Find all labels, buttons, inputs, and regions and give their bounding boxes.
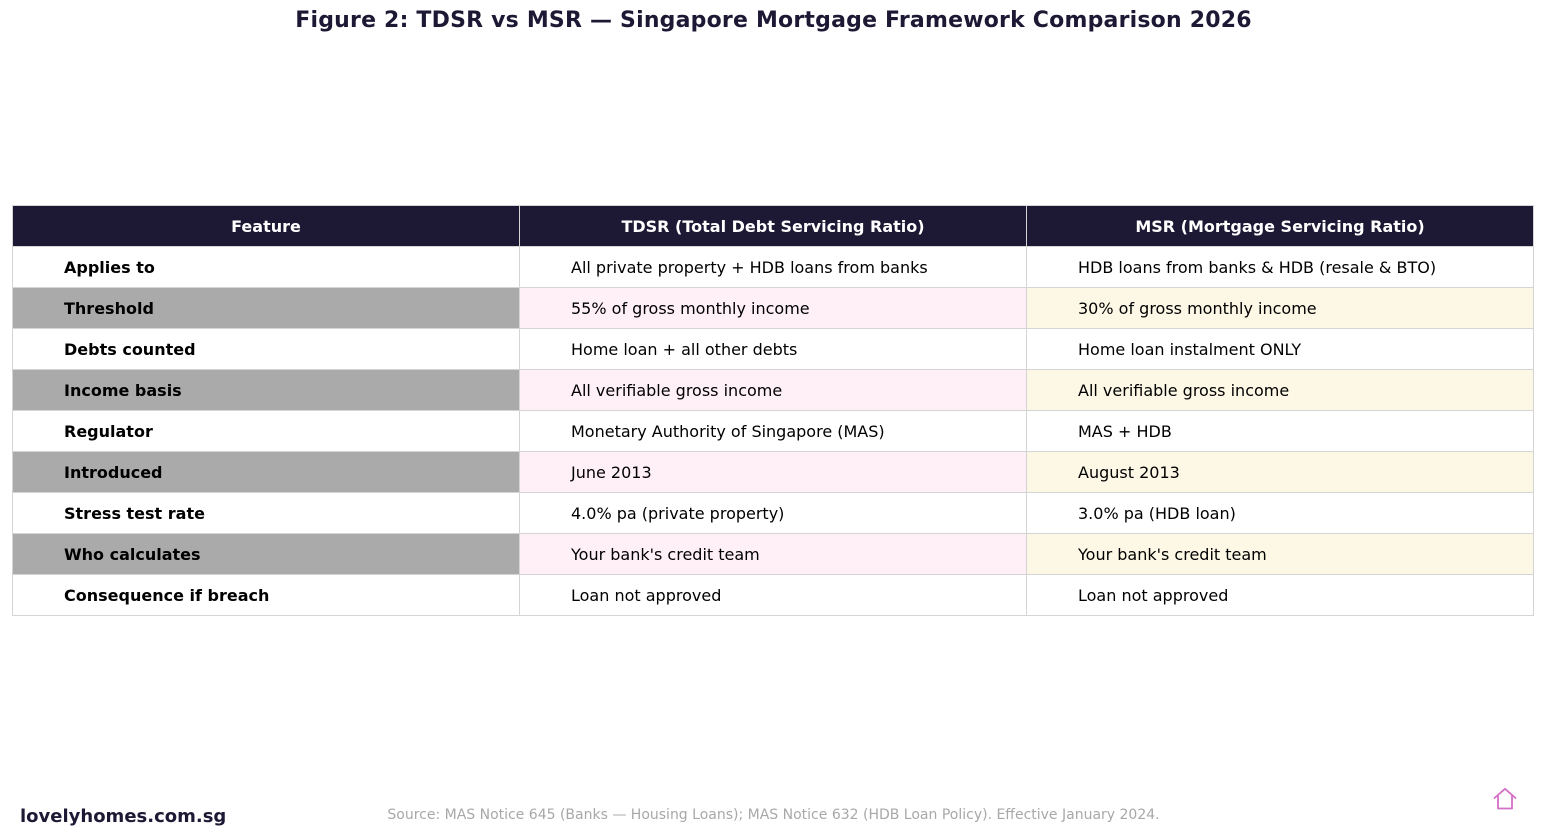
comparison-table: Feature TDSR (Total Debt Servicing Ratio… <box>12 205 1534 616</box>
table-row: Income basis All verifiable gross income… <box>12 369 1534 411</box>
source-note: Source: MAS Notice 645 (Banks — Housing … <box>387 807 1160 823</box>
figure-title: Figure 2: TDSR vs MSR — Singapore Mortga… <box>295 8 1252 33</box>
table-row: Debts counted Home loan + all other debt… <box>12 328 1534 370</box>
table-row: Consequence if breach Loan not approved … <box>12 574 1534 616</box>
column-header-tdsr: TDSR (Total Debt Servicing Ratio) <box>519 205 1027 247</box>
tdsr-cell: All verifiable gross income <box>519 369 1027 411</box>
column-header-msr: MSR (Mortgage Servicing Ratio) <box>1026 205 1534 247</box>
msr-cell: HDB loans from banks & HDB (resale & BTO… <box>1026 246 1534 288</box>
msr-cell: 3.0% pa (HDB loan) <box>1026 492 1534 534</box>
tdsr-cell: 55% of gross monthly income <box>519 287 1027 329</box>
feature-cell: Regulator <box>12 410 520 452</box>
table-row: Who calculates Your bank's credit team Y… <box>12 533 1534 575</box>
feature-cell: Consequence if breach <box>12 574 520 616</box>
brand-name: lovelyhomes.com.sg <box>20 806 227 827</box>
feature-cell: Debts counted <box>12 328 520 370</box>
msr-cell: Home loan instalment ONLY <box>1026 328 1534 370</box>
table-header-row: Feature TDSR (Total Debt Servicing Ratio… <box>12 205 1534 247</box>
msr-cell: MAS + HDB <box>1026 410 1534 452</box>
table-row: Stress test rate 4.0% pa (private proper… <box>12 492 1534 534</box>
feature-cell: Applies to <box>12 246 520 288</box>
tdsr-cell: Monetary Authority of Singapore (MAS) <box>519 410 1027 452</box>
msr-cell: 30% of gross monthly income <box>1026 287 1534 329</box>
msr-cell: All verifiable gross income <box>1026 369 1534 411</box>
feature-cell: Income basis <box>12 369 520 411</box>
tdsr-cell: Your bank's credit team <box>519 533 1027 575</box>
table-row: Applies to All private property + HDB lo… <box>12 246 1534 288</box>
feature-cell: Introduced <box>12 451 520 493</box>
table-row: Introduced June 2013 August 2013 <box>12 451 1534 493</box>
msr-cell: August 2013 <box>1026 451 1534 493</box>
msr-cell: Loan not approved <box>1026 574 1534 616</box>
feature-cell: Who calculates <box>12 533 520 575</box>
tdsr-cell: All private property + HDB loans from ba… <box>519 246 1027 288</box>
feature-cell: Stress test rate <box>12 492 520 534</box>
table-row: Regulator Monetary Authority of Singapor… <box>12 410 1534 452</box>
tdsr-cell: Home loan + all other debts <box>519 328 1027 370</box>
column-header-feature: Feature <box>12 205 520 247</box>
tdsr-cell: June 2013 <box>519 451 1027 493</box>
tdsr-cell: Loan not approved <box>519 574 1027 616</box>
table-row: Threshold 55% of gross monthly income 30… <box>12 287 1534 329</box>
tdsr-cell: 4.0% pa (private property) <box>519 492 1027 534</box>
home-icon <box>1493 787 1517 810</box>
feature-cell: Threshold <box>12 287 520 329</box>
msr-cell: Your bank's credit team <box>1026 533 1534 575</box>
